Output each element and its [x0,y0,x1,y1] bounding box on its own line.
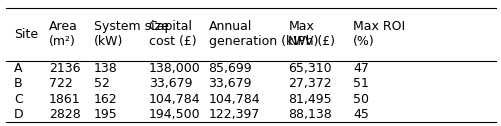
Text: 81,495: 81,495 [288,92,331,106]
Text: 52: 52 [94,77,109,90]
Text: B: B [14,77,23,90]
Text: 2828: 2828 [49,108,80,121]
Text: 50: 50 [353,92,369,106]
Text: A: A [14,62,23,75]
Text: 138: 138 [94,62,117,75]
Text: 33,679: 33,679 [208,77,252,90]
Text: 2136: 2136 [49,62,80,75]
Text: 195: 195 [94,108,117,121]
Text: 104,784: 104,784 [208,92,260,106]
Text: 27,372: 27,372 [288,77,331,90]
Text: Area
(m²): Area (m²) [49,20,78,48]
Text: 47: 47 [353,62,368,75]
Text: 33,679: 33,679 [148,77,192,90]
Text: 45: 45 [353,108,368,121]
Text: 51: 51 [353,77,368,90]
Text: 88,138: 88,138 [288,108,332,121]
Text: Annual
generation (kWh): Annual generation (kWh) [208,20,317,48]
Text: System size
(kW): System size (kW) [94,20,168,48]
Text: D: D [14,108,24,121]
Text: 85,699: 85,699 [208,62,252,75]
Text: 65,310: 65,310 [288,62,331,75]
Text: 194,500: 194,500 [148,108,200,121]
Text: Site: Site [14,28,38,41]
Text: 122,397: 122,397 [208,108,260,121]
Text: Max ROI
(%): Max ROI (%) [353,20,405,48]
Text: 1861: 1861 [49,92,80,106]
Text: Max
NPV (£): Max NPV (£) [288,20,335,48]
Text: C: C [14,92,23,106]
Text: Capital
cost (£): Capital cost (£) [148,20,196,48]
Text: 722: 722 [49,77,73,90]
Text: 104,784: 104,784 [148,92,200,106]
Text: 138,000: 138,000 [148,62,200,75]
Text: 162: 162 [94,92,117,106]
